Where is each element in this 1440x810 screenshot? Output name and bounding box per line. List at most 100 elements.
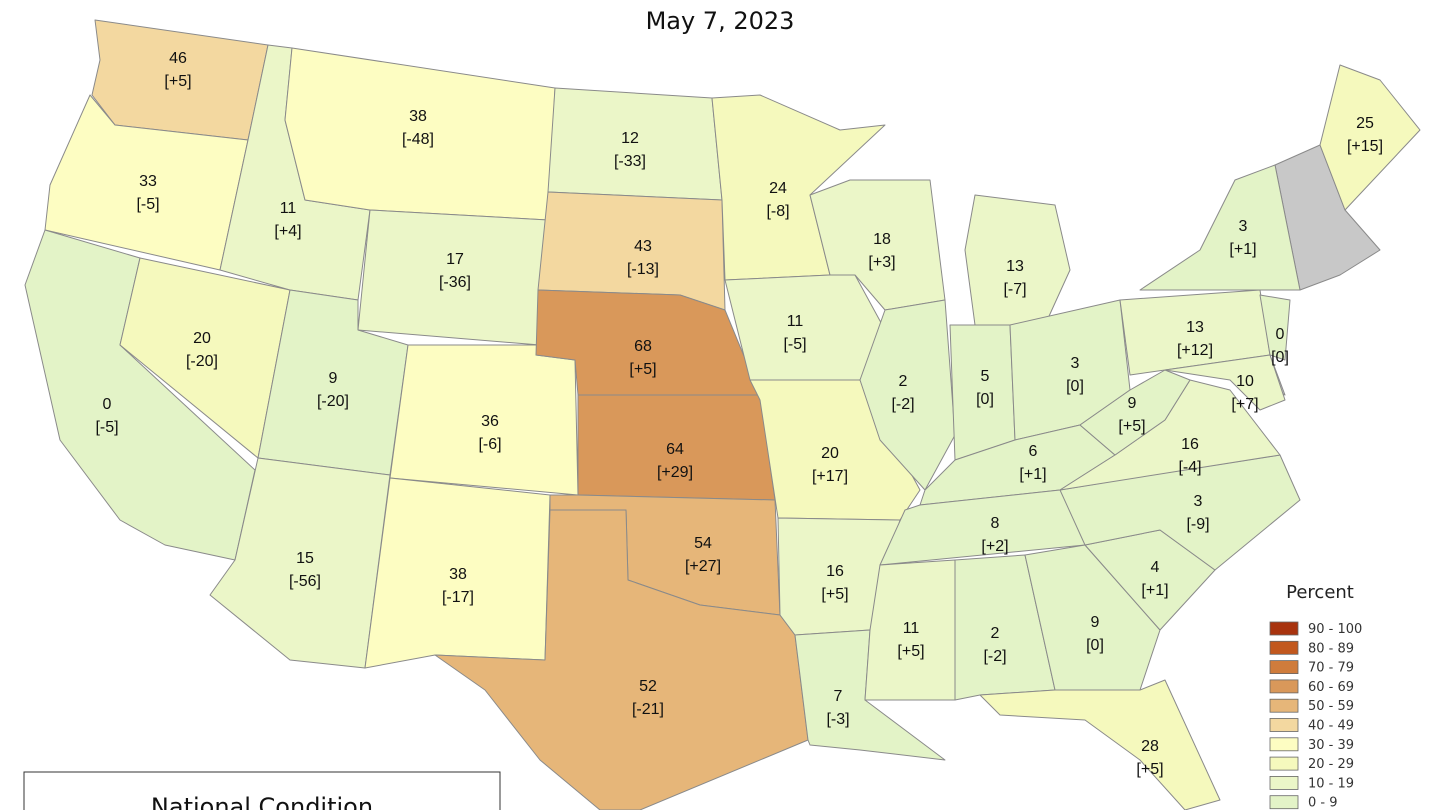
state-change: [+1] bbox=[1229, 241, 1256, 258]
state-value: 24 bbox=[769, 180, 787, 197]
state-change: [-5] bbox=[136, 196, 159, 213]
state-change: [+5] bbox=[821, 586, 848, 603]
legend-swatch bbox=[1269, 737, 1299, 752]
state-value: 20 bbox=[193, 330, 211, 347]
legend-label: 40 - 49 bbox=[1308, 719, 1354, 734]
state-change: [-7] bbox=[1003, 281, 1026, 298]
state-change: [-9] bbox=[1186, 516, 1209, 533]
state-value: 0 bbox=[103, 396, 112, 413]
state-value: 38 bbox=[409, 108, 427, 125]
state-value: 64 bbox=[666, 441, 684, 458]
state-change: [+1] bbox=[1141, 582, 1168, 599]
legend-label: 70 - 79 bbox=[1308, 661, 1354, 676]
legend-swatch bbox=[1269, 698, 1299, 713]
state-value: 0 bbox=[1276, 326, 1285, 343]
state-change: [+5] bbox=[164, 73, 191, 90]
state-value: 9 bbox=[1091, 614, 1100, 631]
state-change: [-48] bbox=[402, 131, 434, 148]
state-change: [-20] bbox=[317, 393, 349, 410]
state-change: [-3] bbox=[826, 711, 849, 728]
state-value: 28 bbox=[1141, 738, 1159, 755]
state-change: [-2] bbox=[891, 396, 914, 413]
state-value: 17 bbox=[446, 251, 464, 268]
state-value: 3 bbox=[1071, 355, 1080, 372]
state-value: 16 bbox=[1181, 436, 1199, 453]
state-value: 2 bbox=[899, 373, 908, 390]
state-value: 15 bbox=[296, 550, 314, 567]
state-change: [+5] bbox=[629, 361, 656, 378]
legend: 90 - 100 80 - 89 70 - 79 60 - 69 50 - 59 40 -… bbox=[1269, 621, 1362, 810]
state-value: 11 bbox=[280, 200, 297, 217]
state-value: 25 bbox=[1356, 115, 1374, 132]
legend-swatch bbox=[1269, 621, 1299, 636]
state-value: 13 bbox=[1186, 319, 1204, 336]
state-value: 11 bbox=[787, 313, 804, 330]
legend-label: 80 - 89 bbox=[1308, 641, 1354, 656]
legend-swatch bbox=[1269, 660, 1299, 674]
state-change: [-36] bbox=[439, 274, 471, 291]
state bbox=[979, 679, 1221, 810]
state-change: [+15] bbox=[1347, 138, 1383, 155]
state-change: [+4] bbox=[274, 223, 301, 240]
legend-swatch bbox=[1269, 679, 1299, 694]
state-change: [+5] bbox=[897, 643, 924, 660]
state-change: [0] bbox=[1271, 349, 1289, 366]
state-value: 7 bbox=[834, 688, 843, 705]
state-value: 3 bbox=[1194, 493, 1203, 510]
state-change: [0] bbox=[1066, 378, 1084, 395]
state bbox=[1024, 544, 1161, 691]
state-change: [0] bbox=[976, 391, 994, 408]
state-value: 9 bbox=[1128, 395, 1137, 412]
state-change: [0] bbox=[1086, 637, 1104, 654]
state-value: 8 bbox=[991, 515, 1000, 532]
state-change: [+5] bbox=[1118, 418, 1145, 435]
state-change: [-33] bbox=[614, 153, 646, 170]
state-value: 2 bbox=[991, 625, 1000, 642]
state-value: 54 bbox=[694, 535, 712, 552]
state bbox=[209, 457, 391, 669]
state-change: [-21] bbox=[632, 701, 664, 718]
states bbox=[24, 19, 1421, 810]
state-change: [+7] bbox=[1231, 396, 1258, 413]
legend-label: 60 - 69 bbox=[1308, 680, 1354, 695]
state-change: [+5] bbox=[1136, 761, 1163, 778]
legend-title: Percent bbox=[1286, 582, 1354, 603]
state-change: [+1] bbox=[1019, 466, 1046, 483]
legend-swatch bbox=[1269, 640, 1299, 655]
legend-label: 20 - 29 bbox=[1308, 757, 1354, 772]
state-value: 4 bbox=[1151, 559, 1160, 576]
state-change: [-5] bbox=[783, 336, 806, 353]
state-change: [+3] bbox=[868, 254, 895, 271]
state-change: [-6] bbox=[478, 436, 501, 453]
state-value: 5 bbox=[981, 368, 990, 385]
state-value: 68 bbox=[634, 338, 652, 355]
labels: 46[+5]33[-5]0[-5]20[-20]11[+4]38[-48]17[… bbox=[95, 50, 1383, 778]
state-change: [-5] bbox=[95, 419, 118, 436]
state-change: [-2] bbox=[983, 648, 1006, 665]
state bbox=[1164, 354, 1286, 411]
legend-swatch bbox=[1269, 776, 1299, 790]
state-value: 10 bbox=[1236, 373, 1254, 390]
state-value: 12 bbox=[621, 130, 639, 147]
state-value: 16 bbox=[826, 563, 844, 580]
legend-label: 50 - 59 bbox=[1308, 699, 1354, 714]
state-value: 18 bbox=[873, 231, 891, 248]
state-change: [+17] bbox=[812, 468, 848, 485]
state-change: [-17] bbox=[442, 589, 474, 606]
state-value: 33 bbox=[139, 173, 157, 190]
state-change: [-4] bbox=[1178, 459, 1201, 476]
state-change: [+12] bbox=[1177, 342, 1213, 359]
legend-label: 90 - 100 bbox=[1308, 622, 1362, 637]
state-value: 6 bbox=[1029, 443, 1038, 460]
state-change: [-20] bbox=[186, 353, 218, 370]
legend-label: 10 - 19 bbox=[1308, 776, 1354, 791]
state-change: [+2] bbox=[981, 538, 1008, 555]
state bbox=[1259, 294, 1291, 361]
state-change: [-56] bbox=[289, 573, 321, 590]
state-value: 46 bbox=[169, 50, 187, 67]
state-value: 20 bbox=[821, 445, 839, 462]
state bbox=[724, 274, 886, 381]
state-value: 9 bbox=[329, 370, 338, 387]
